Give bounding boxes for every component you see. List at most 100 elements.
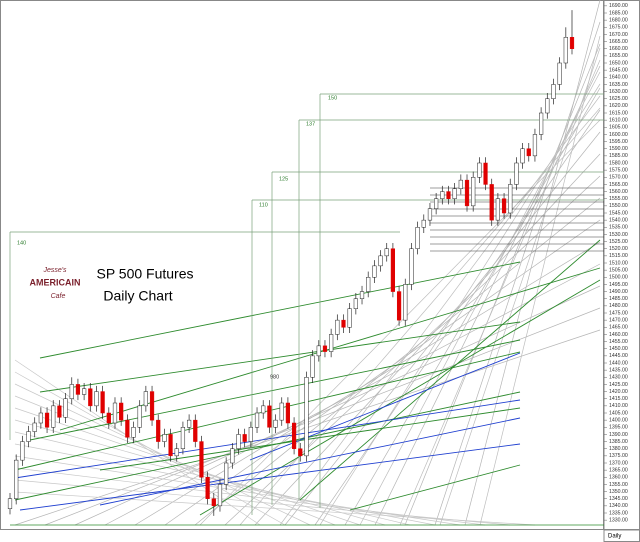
candle-body	[149, 391, 155, 421]
y-tick-label: 1460.00	[609, 332, 628, 338]
y-tick-label: 1590.00	[609, 146, 628, 152]
candle-body	[137, 405, 142, 428]
candle-body	[125, 419, 130, 438]
chart-title: SP 500 Futures	[96, 266, 193, 282]
logo-text: AMERICAIN	[30, 277, 81, 287]
y-tick-label: 1535.00	[609, 225, 628, 231]
y-tick-label: 1680.00	[609, 18, 628, 24]
y-tick-label: 1570.00	[609, 175, 628, 181]
y-tick-label: 1435.00	[609, 368, 628, 374]
candle-body	[224, 462, 229, 485]
y-tick-label: 1420.00	[609, 389, 628, 395]
trend-line	[99, 417, 521, 506]
candle-body	[285, 402, 291, 424]
candle-body	[180, 427, 186, 449]
candle-body	[248, 427, 253, 442]
candle-body	[366, 277, 371, 292]
y-tick-label: 1475.00	[609, 310, 628, 316]
annotation: 125	[279, 176, 288, 182]
trend-line	[314, 109, 601, 526]
candle-body	[267, 405, 272, 428]
candle-body	[242, 434, 247, 442]
y-tick-label: 1645.00	[609, 68, 628, 74]
candle-body	[230, 448, 235, 464]
candle-body	[378, 255, 383, 267]
price-axis-panel	[603, 0, 640, 530]
annotation: 980	[270, 374, 279, 380]
candle-body	[94, 391, 99, 407]
candle-body	[495, 198, 500, 221]
candle-body	[421, 219, 426, 228]
y-tick-label: 1410.00	[609, 403, 628, 409]
y-tick-label: 1400.00	[609, 418, 628, 424]
trend-line	[14, 479, 511, 526]
trend-line	[199, 119, 601, 526]
trend-line	[14, 399, 521, 479]
candle-body	[403, 284, 408, 321]
candle-body	[273, 419, 278, 428]
candle-body	[551, 84, 556, 99]
trend-line	[464, 0, 601, 526]
candle-body	[174, 448, 179, 457]
candle-body	[396, 291, 402, 321]
candle-body	[7, 498, 13, 509]
candle-body	[539, 112, 544, 135]
candle-body	[14, 459, 19, 499]
candle-body	[304, 377, 309, 457]
logo-text: Cafe	[51, 293, 66, 300]
trend-line	[134, 241, 601, 526]
candle-body	[254, 412, 260, 428]
y-tick-label: 1515.00	[609, 253, 628, 259]
y-tick-label: 1485.00	[609, 296, 628, 302]
y-tick-label: 1355.00	[609, 482, 628, 488]
candle-body	[483, 162, 488, 185]
candle-body	[464, 179, 470, 207]
trend-line	[399, 59, 601, 526]
y-tick-label: 1490.00	[609, 289, 628, 295]
y-tick-label: 1345.00	[609, 496, 628, 502]
candle-body	[508, 184, 513, 214]
candle-body	[477, 162, 482, 178]
trend-line	[19, 443, 521, 511]
y-tick-label: 1660.00	[609, 46, 628, 52]
candle-body	[51, 405, 56, 428]
y-tick-label: 1470.00	[609, 318, 628, 324]
trend-line	[199, 279, 601, 516]
y-tick-label: 1350.00	[609, 489, 628, 495]
y-tick-label: 1405.00	[609, 410, 628, 416]
y-tick-label: 1395.00	[609, 425, 628, 431]
y-tick-label: 1365.00	[609, 468, 628, 474]
y-tick-label: 1610.00	[609, 118, 628, 124]
y-tick-label: 1450.00	[609, 346, 628, 352]
trend-line	[194, 197, 601, 526]
candle-body	[545, 98, 550, 114]
candle-body	[427, 208, 433, 221]
trend-line	[29, 339, 521, 441]
y-tick-label: 1340.00	[609, 503, 628, 509]
trend-line	[14, 391, 521, 501]
trend-line	[164, 219, 601, 526]
y-tick-label: 1335.00	[609, 510, 628, 516]
candle-body	[26, 431, 31, 442]
candle-body	[384, 248, 389, 257]
y-tick-label: 1370.00	[609, 460, 628, 466]
y-tick-label: 1430.00	[609, 375, 628, 381]
y-tick-label: 1545.00	[609, 210, 628, 216]
candle-body	[156, 419, 161, 442]
candle-body	[143, 391, 148, 407]
candle-body	[514, 162, 519, 185]
y-tick-label: 1635.00	[609, 82, 628, 88]
candle-body	[452, 188, 457, 199]
candle-body	[82, 388, 87, 395]
candle-body	[390, 248, 396, 292]
candle-body	[199, 441, 204, 478]
candle-body	[353, 298, 358, 309]
y-tick-label: 1615.00	[609, 110, 628, 116]
candle-body	[168, 434, 173, 457]
candle-body	[44, 412, 50, 428]
candle-body	[563, 37, 568, 64]
y-tick-label: 1670.00	[609, 32, 628, 38]
candle-body	[119, 402, 124, 421]
trend-line	[14, 431, 411, 526]
